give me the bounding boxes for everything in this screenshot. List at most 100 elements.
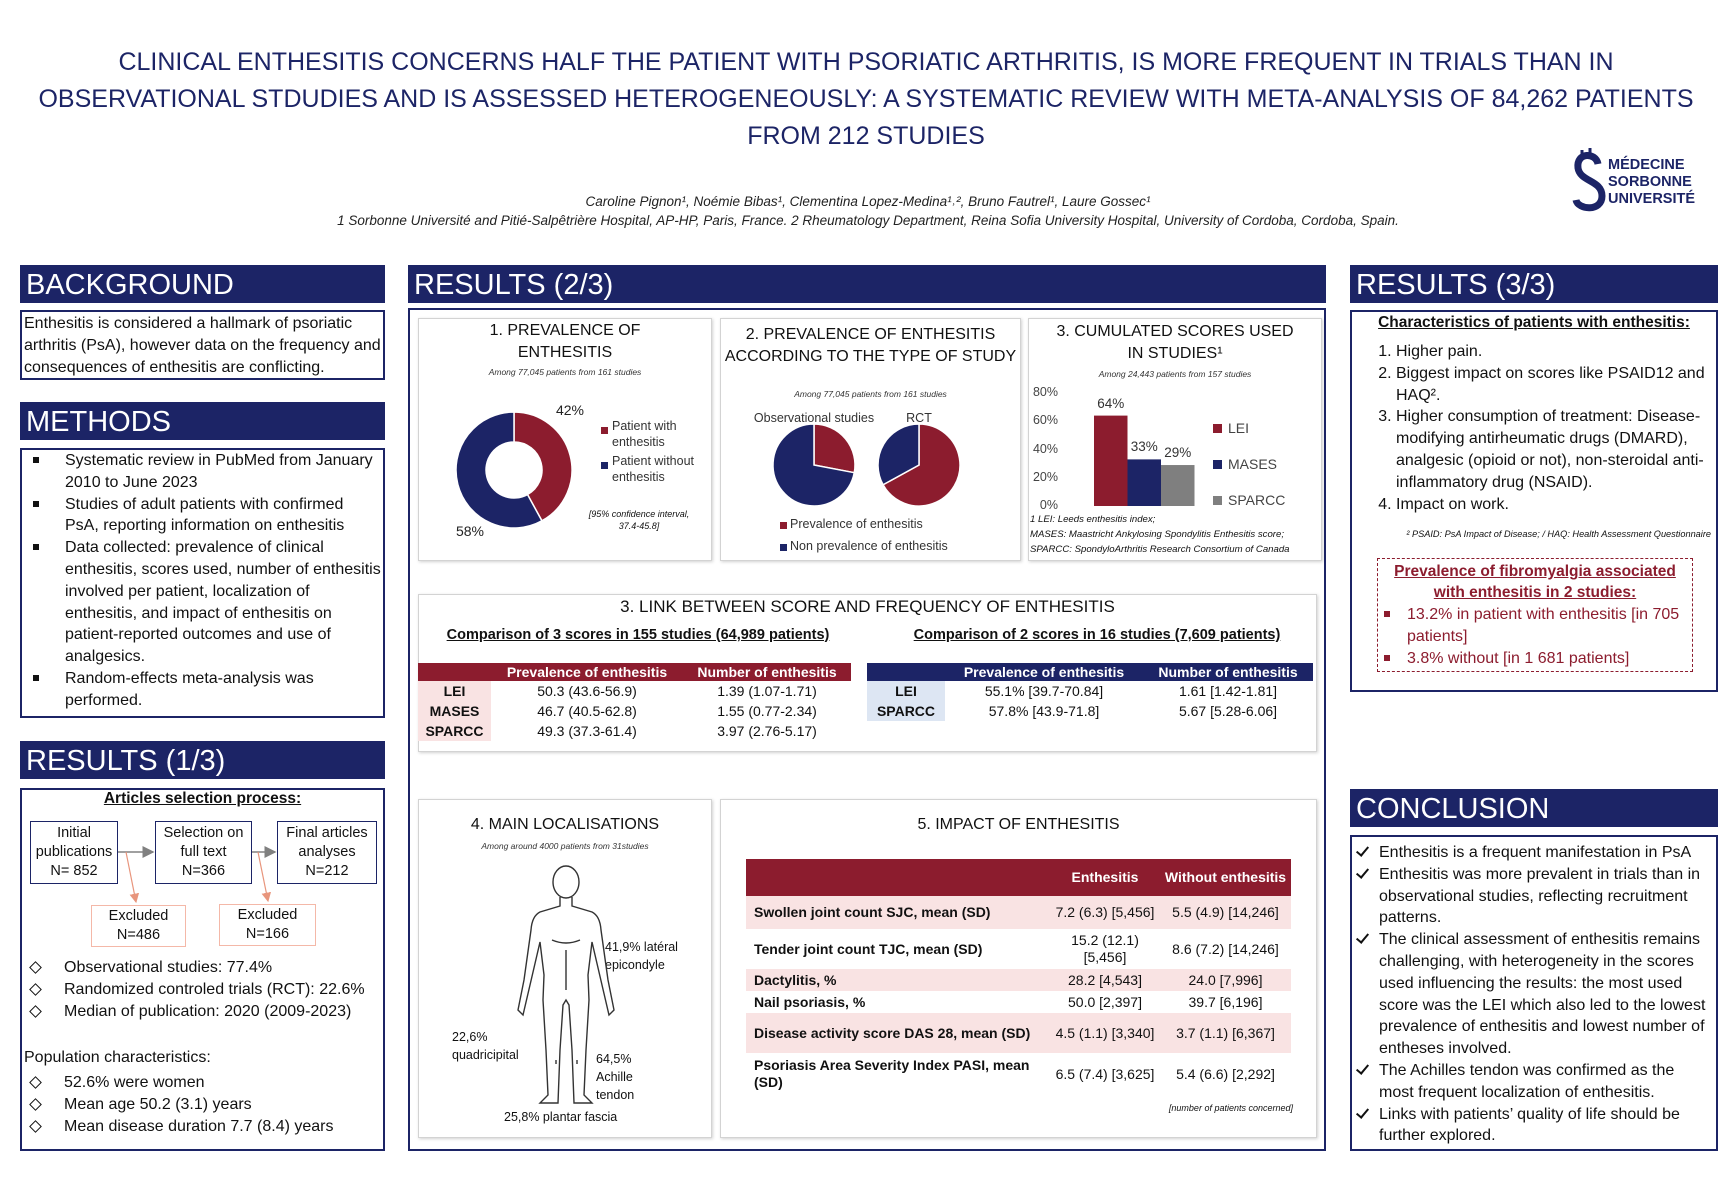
table-row: Psoriasis Area Severity Index PASI, mean… [746,1053,1291,1095]
table-caption: Comparison of 3 scores in 155 studies (6… [446,627,830,643]
methods-text: Systematic review in PubMed from January… [65,452,373,491]
conclusion-text: The clinical assessment of enthesitis re… [1379,931,1706,1058]
section-heading: RESULTS (1/3) [20,741,385,779]
score-table: Prevalence of enthesitis Number of enthes… [867,663,1313,721]
fibromyalgia-title: Prevalence of fibromyalgia associated wi… [1394,563,1676,601]
panel-title: 5. IMPACT OF ENTHESITIS [917,816,1120,833]
population-text: 52.6% were women [64,1074,205,1091]
population-item: 52.6% were women [28,1072,380,1094]
panel-title: 3. CUMULATED SCORES USED IN STUDIES¹ [1056,323,1294,362]
localisation-label: 22,6% quadricipital [452,1030,519,1062]
y-tick-label: 80% [1032,385,1058,399]
dashed-box [1377,558,1693,672]
panel-title: 1. PREVALENCE OF ENTHESITIS [489,322,641,361]
row-label: Swollen joint count SJC, mean (SD) [754,904,991,920]
population-title: Population characteristics: [24,1049,211,1066]
table-cell: 6.5 (7.4) [3,625] [1055,1065,1155,1082]
panel-subtitle: Among 24,443 patients from 157 studies [1098,369,1252,379]
panel [418,594,1317,752]
table-header-cell: Prevalence of enthesitis [963,664,1125,680]
table-cell: 3.7 (1.1) [6,367] [1176,1024,1275,1041]
table-caption: Comparison of 2 scores in 16 studies (7,… [913,627,1281,643]
localisation-label: 41,9% latéral epicondyle [605,940,678,972]
value-label: 58% [455,523,485,539]
study-item: Observational studies: 77.4% [28,957,380,979]
value-label: 42% [555,402,585,418]
value-label: 72% [780,471,809,488]
methods-text: Random-effects meta-analysis was perform… [65,669,314,709]
row-label: SPARCC [418,721,491,741]
y-tick-label: 0% [1039,498,1058,512]
study-list: Observational studies: 77.4% Randomized c… [28,957,380,1022]
flow-box-text: N=486 [116,927,161,943]
bullet [1384,654,1390,661]
table-cell: 1.55 (0.77-2.34) [717,703,817,719]
row-label: Disease activity score DAS 28, mean (SD) [754,1024,1031,1041]
results-3-box [1350,310,1718,692]
flow-box-text: N=166 [245,926,290,942]
affiliations: 1 Sorbonne Université and Pitié-Salpêtri… [337,213,1399,228]
population-item: Mean age 50.2 (3.1) years [28,1094,380,1116]
table-cell: 7.2 (6.3) [5,456] [1055,904,1155,920]
row-label: Psoriasis Area Severity Index PASI, mean… [754,1057,1030,1090]
row-label: MASES [418,701,491,721]
table-row: MASES 46.7 (40.5-62.8) 1.55 (0.77-2.34) [418,701,851,721]
flow-box-text: N= 852 [50,863,98,879]
table-cell: 4.5 (1.1) [3,340] [1055,1024,1155,1041]
methods-item: Random-effects meta-analysis was perform… [33,668,381,712]
section-heading: BACKGROUND [20,265,385,303]
flow-box-text: Final articles analyses [286,825,368,860]
bullet [29,1076,42,1089]
table-cell: 46.7 (40.5-62.8) [537,703,637,719]
flow-box-text: Initial publications [35,825,113,860]
row-label: Tender joint count TJC, mean (SD) [754,940,983,957]
table-row: Dactylitis, % 28.2 [4,543] 24.0 [7,996] [746,969,1291,991]
conclusion-item: The Achilles tendon was confirmed as the… [1354,1060,1712,1104]
value-label: 67% [926,468,955,485]
table-header-cell: Number of enthesitis [1158,664,1298,680]
table-header-row: Prevalence of enthesitis Number of enthes… [418,663,851,681]
series-name: Observational studies [753,411,875,425]
section-heading: CONCLUSION [1350,789,1718,827]
legend-label: MASES [1228,456,1278,472]
table-header-cell: Enthesitis [1071,869,1139,885]
table-header-cell: Number of enthesitis [697,664,837,680]
panel [1028,318,1322,561]
bullet [29,1004,42,1018]
section-heading: RESULTS (3/3) [1350,265,1718,303]
conclusion-text: Enthesitis is a frequent manifestation i… [1379,844,1692,861]
flow-box-text: N=366 [181,863,226,879]
legend-label: Prevalence of enthesitis [790,517,923,531]
row-label: LEI [418,681,491,701]
table-header-cell [746,859,1050,896]
bullet [33,500,39,507]
table-header-cell [867,663,945,681]
table-header-row: Enthesitis Without enthesitis [746,859,1291,896]
table-cell: 1.39 (1.07-1.71) [717,683,817,699]
footnote: SPARCC: SpondyloArthritis Research Conso… [1030,544,1290,555]
flow-box: Final articles analyses N=212 [277,821,377,884]
conclusion-text: Links with patients’ quality of life sho… [1379,1105,1680,1145]
methods-item: Systematic review in PubMed from January… [33,450,381,494]
panel-subtitle: Among 77,045 patients from 161 studies [794,389,947,399]
logo-text: MÉDECINE [1608,157,1685,173]
table-header-row: Prevalence of enthesitis Number of enthes… [867,663,1313,681]
series-name: RCT [906,411,932,425]
flow-box-text: N=212 [305,863,349,879]
table-cell: 3.97 (2.76-5.17) [717,723,817,739]
table-header-cell [418,663,491,681]
flow-box: Initial publications N= 852 [30,821,118,884]
footnote: MASES: Maastricht Ankylosing Spondylitis… [1030,529,1284,540]
numbered-item: Impact on work. [1396,494,1714,516]
conclusion-item: Links with patients’ quality of life sho… [1354,1104,1712,1148]
section-heading: RESULTS (2/3) [408,265,1326,303]
value-label: 64% [1097,395,1125,411]
study-text: Observational studies: 77.4% [64,959,273,976]
bullet [1384,611,1390,617]
population-text: Mean age 50.2 (3.1) years [64,1095,252,1113]
panel-title: 2. PREVALENCE OF ENTHESITIS ACCORDING TO… [724,326,1017,365]
background-box [20,310,385,380]
conclusion-text: The Achilles tendon was confirmed as the… [1379,1061,1675,1101]
bullet [33,457,39,463]
bullet [1355,864,1370,879]
